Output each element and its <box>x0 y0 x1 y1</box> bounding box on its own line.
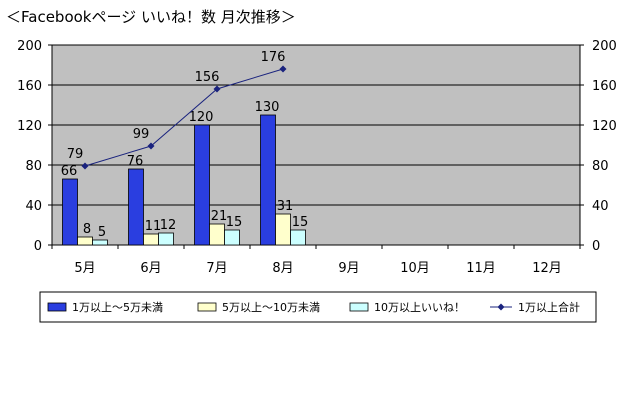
y2-tick-label: 80 <box>592 159 609 174</box>
bar-value-label: 12 <box>160 218 177 233</box>
line-point <box>147 142 155 150</box>
y-tick-label: 40 <box>25 199 42 214</box>
line-value-label: 176 <box>261 50 286 65</box>
y2-tick-label: 40 <box>592 199 609 214</box>
y2-tick-label: 200 <box>592 39 617 54</box>
bar-value-label: 76 <box>127 154 144 169</box>
bar <box>143 233 159 246</box>
bar-value-label: 15 <box>226 215 243 230</box>
chart-title: ＜Facebookページ いいね！数 月次推移＞ <box>6 8 296 26</box>
bar-value-label: 11 <box>145 219 162 234</box>
bar <box>275 213 291 246</box>
bar <box>128 168 144 246</box>
legend-swatch <box>197 302 217 312</box>
line-point <box>81 162 89 170</box>
x-tick-label: 12月 <box>532 261 562 276</box>
line-value-label: 99 <box>133 127 150 142</box>
legend-label: 1万以上～5万未満 <box>72 301 163 314</box>
x-tick-label: 11月 <box>466 261 496 276</box>
y-tick-label: 160 <box>17 79 42 94</box>
bar <box>158 232 174 246</box>
bar <box>209 223 225 246</box>
bar <box>92 239 108 246</box>
bar-value-label: 130 <box>255 100 280 115</box>
y2-tick-label: 120 <box>592 119 617 134</box>
bar <box>290 229 306 246</box>
legend-swatch <box>349 302 369 312</box>
x-tick-label: 9月 <box>338 261 359 276</box>
line-point <box>279 65 287 73</box>
y2-tick-label: 0 <box>592 239 600 254</box>
bar-value-label: 5 <box>98 225 106 240</box>
bar-value-label: 15 <box>292 215 309 230</box>
y-tick-label: 0 <box>34 239 42 254</box>
y-tick-label: 80 <box>25 159 42 174</box>
legend-label: 5万以上～10万未満 <box>222 301 320 314</box>
x-tick-label: 6月 <box>140 261 161 276</box>
line-point <box>213 85 221 93</box>
bar-value-label: 8 <box>83 222 91 237</box>
bar-value-label: 31 <box>277 199 294 214</box>
legend-marker <box>497 303 505 311</box>
y2-tick-label: 160 <box>592 79 617 94</box>
bar <box>62 178 78 246</box>
bar-value-label: 21 <box>211 209 228 224</box>
bar-value-label: 120 <box>189 110 214 125</box>
legend-swatch <box>47 302 67 312</box>
series-line <box>84 68 284 167</box>
bar <box>260 114 276 246</box>
y-tick-label: 200 <box>17 39 42 54</box>
bar <box>224 229 240 246</box>
bar <box>194 124 210 246</box>
bar-value-label: 66 <box>61 164 78 179</box>
legend-label: 1万以上合計 <box>518 300 580 314</box>
x-tick-label: 5月 <box>74 261 95 276</box>
x-tick-label: 8月 <box>272 261 293 276</box>
bar <box>77 236 93 246</box>
x-tick-label: 10月 <box>400 261 430 276</box>
y-tick-label: 120 <box>17 119 42 134</box>
line-value-label: 79 <box>67 147 84 162</box>
line-value-label: 156 <box>195 70 220 85</box>
x-tick-label: 7月 <box>206 261 227 276</box>
legend-label: 10万以上いいね！ <box>374 301 465 314</box>
